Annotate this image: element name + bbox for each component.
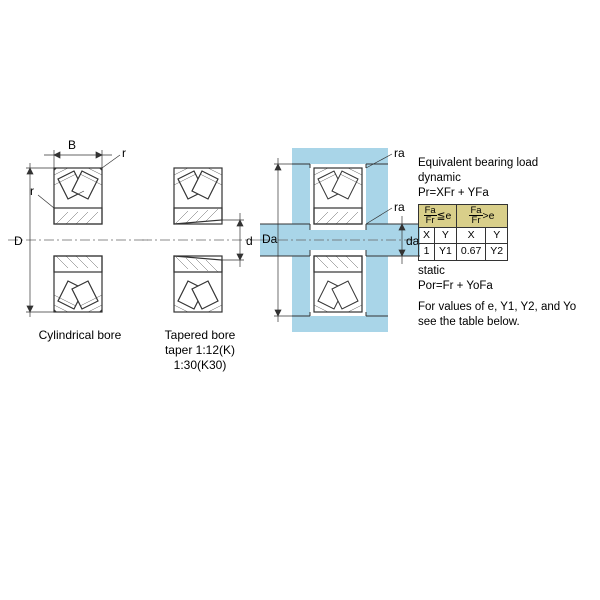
diagram-cylindrical-bore	[8, 135, 148, 345]
caption-cylindrical: Cylindrical bore	[20, 328, 140, 343]
r1c3: X	[456, 227, 485, 244]
xy-table: Fa Fr ≦e Fa Fr >e X Y X Y 1 Y1	[418, 204, 508, 261]
eq-dynamic: Pr=XFr + YFa	[418, 186, 593, 201]
eq-static: Por=Fr + YoFa	[418, 279, 593, 294]
hdr-right-den: Fr	[469, 216, 482, 226]
r1c2: Y	[435, 227, 457, 244]
dim-r-mid: r	[30, 184, 34, 199]
r2c4: Y2	[486, 244, 508, 261]
r2c1: 1	[419, 244, 435, 261]
caption-tap-l1: Tapered bore	[165, 328, 236, 342]
note-l2: see the table below.	[418, 315, 593, 330]
dim-d: d	[246, 234, 253, 249]
note-l1: For values of e, Y1, Y2, and Yo	[418, 300, 593, 315]
caption-tap-l2: taper 1:12(K)	[165, 343, 235, 357]
load-formula-block: Equivalent bearing load dynamic Pr=XFr +…	[418, 156, 593, 330]
dim-B: B	[68, 138, 76, 153]
r1c1: X	[419, 227, 435, 244]
diagram-assembly	[260, 130, 420, 350]
dim-r-top: r	[122, 146, 126, 161]
hdr-left-den: Fr	[424, 216, 437, 226]
dim-ra2: ra	[394, 200, 405, 215]
hdr-right: Fa Fr >e	[456, 204, 507, 227]
r1c4: Y	[486, 227, 508, 244]
dim-Da: Da	[262, 232, 277, 247]
caption-tap-l3: 1:30(K30)	[174, 358, 227, 372]
eq-dynamic-lbl: dynamic	[418, 171, 593, 186]
dim-ra1: ra	[394, 146, 405, 161]
diagram-tapered-bore	[142, 135, 262, 345]
hdr-left: Fa Fr ≦e	[419, 204, 457, 227]
hdr-left-cmp: ≦e	[437, 210, 452, 222]
hdr-right-cmp: >e	[483, 210, 495, 222]
caption-tapered: Tapered bore taper 1:12(K) 1:30(K30)	[145, 328, 255, 373]
eq-title: Equivalent bearing load	[418, 156, 593, 171]
eq-static-lbl: static	[418, 264, 593, 279]
r2c2: Y1	[435, 244, 457, 261]
dim-D: D	[14, 234, 23, 249]
r2c3: 0.67	[456, 244, 485, 261]
